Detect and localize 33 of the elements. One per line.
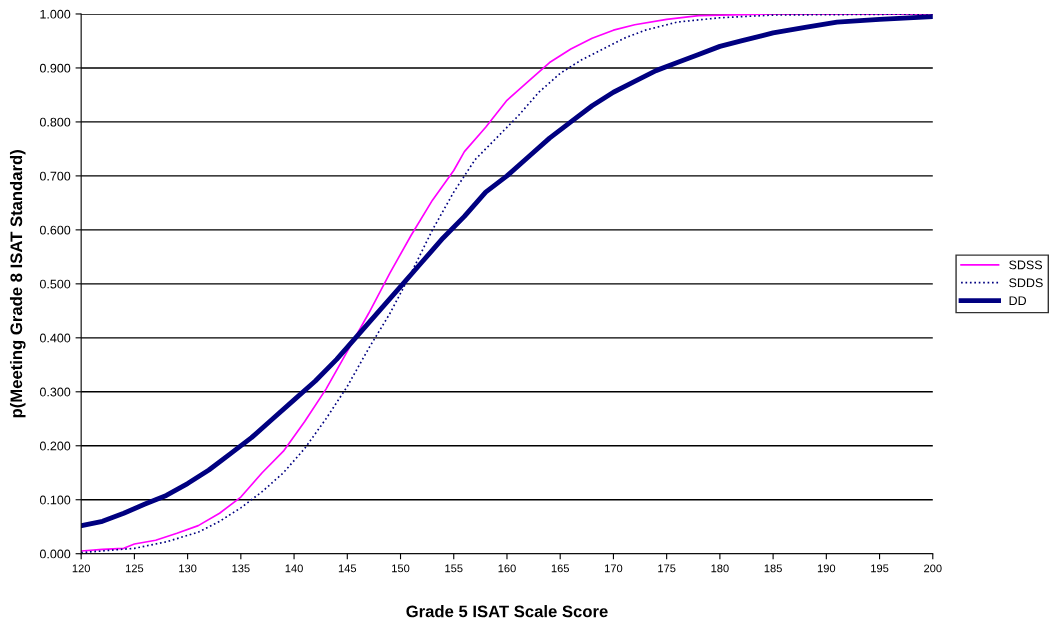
x-axis-title: Grade 5 ISAT Scale Score xyxy=(406,605,608,618)
x-tick-label: 160 xyxy=(498,564,516,573)
y-tick-label: 0.900 xyxy=(39,63,71,73)
x-tick-label: 165 xyxy=(551,564,570,573)
x-tick-label: 185 xyxy=(764,564,782,573)
y-tick-label: 0.200 xyxy=(39,441,71,451)
x-tick-label: 180 xyxy=(711,564,729,573)
x-tick-label: 170 xyxy=(605,564,623,573)
y-axis-title: p(Meeting Grade 8 ISAT Standard) xyxy=(9,150,26,418)
x-tick-label: 195 xyxy=(871,564,889,573)
y-tick-label: 0.600 xyxy=(39,225,71,235)
x-tick-label: 130 xyxy=(179,564,197,573)
x-tick-label: 155 xyxy=(445,564,463,573)
x-tick-label: 135 xyxy=(232,564,250,573)
x-tick-label: 125 xyxy=(125,564,144,573)
x-tick-label: 120 xyxy=(72,564,90,573)
y-tick-label: 0.000 xyxy=(39,549,71,559)
y-tick-label: 0.400 xyxy=(39,333,71,343)
x-tick-label: 200 xyxy=(924,564,942,573)
y-tick-label: 0.500 xyxy=(39,279,71,289)
legend-label: SDSS xyxy=(1009,260,1043,270)
y-tick-label: 0.800 xyxy=(39,117,71,127)
x-tick-label: 140 xyxy=(285,564,303,573)
x-tick-label: 175 xyxy=(658,564,676,573)
legend-label: SDDS xyxy=(1009,278,1043,288)
x-tick-label: 145 xyxy=(338,564,357,573)
x-tick-label: 150 xyxy=(392,564,410,573)
x-tick-label: 190 xyxy=(817,564,836,573)
y-tick-label: 0.300 xyxy=(39,387,71,397)
y-tick-label: 0.100 xyxy=(39,495,71,505)
y-tick-label: 1.000 xyxy=(40,9,71,19)
legend-label: DD xyxy=(1009,296,1027,305)
y-tick-label: 0.700 xyxy=(39,171,71,181)
